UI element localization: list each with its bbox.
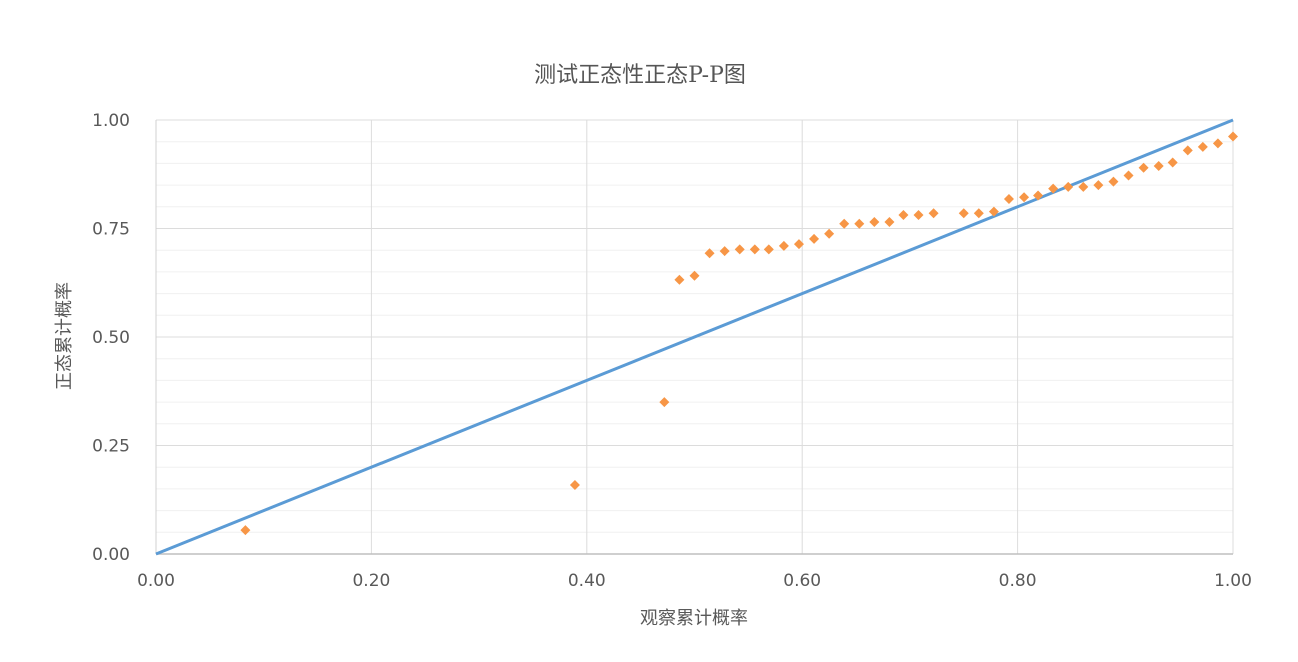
data-point bbox=[1019, 192, 1030, 203]
x-tick-label: 0.60 bbox=[783, 571, 821, 591]
data-point bbox=[749, 244, 760, 255]
data-point bbox=[1033, 190, 1044, 201]
data-point bbox=[1212, 138, 1223, 149]
y-tick-label: 0.75 bbox=[92, 220, 130, 240]
y-tick-label: 0.00 bbox=[92, 545, 130, 565]
y-axis-ticks: 0.00 0.25 0.50 0.75 1.00 bbox=[92, 111, 130, 565]
data-point bbox=[973, 208, 984, 219]
data-point bbox=[1123, 170, 1134, 181]
data-point bbox=[854, 218, 865, 229]
data-point bbox=[719, 246, 730, 257]
y-tick-label: 1.00 bbox=[92, 111, 130, 131]
x-axis-title: 观察累计概率 bbox=[640, 608, 748, 629]
data-point bbox=[958, 208, 969, 219]
x-axis-ticks: 0.00 0.20 0.40 0.60 0.80 1.00 bbox=[137, 571, 1252, 591]
data-point bbox=[778, 240, 789, 251]
x-tick-label: 0.20 bbox=[352, 571, 390, 591]
data-point bbox=[1108, 176, 1119, 187]
data-point bbox=[869, 216, 880, 227]
data-point bbox=[1093, 180, 1104, 191]
data-point bbox=[1197, 141, 1208, 152]
x-tick-label: 1.00 bbox=[1214, 571, 1252, 591]
data-point bbox=[763, 244, 774, 255]
data-point bbox=[884, 216, 895, 227]
data-point bbox=[988, 206, 999, 217]
data-point bbox=[1078, 181, 1089, 192]
data-point bbox=[674, 274, 685, 285]
data-point bbox=[689, 270, 700, 281]
data-point bbox=[913, 210, 924, 221]
data-point bbox=[1003, 193, 1014, 204]
data-point bbox=[240, 525, 251, 536]
x-tick-label: 0.80 bbox=[999, 571, 1037, 591]
data-point bbox=[1153, 161, 1164, 172]
data-point bbox=[898, 210, 909, 221]
data-point bbox=[928, 208, 939, 219]
x-tick-label: 0.00 bbox=[137, 571, 175, 591]
data-point bbox=[824, 228, 835, 239]
data-point bbox=[734, 244, 745, 255]
data-point bbox=[704, 248, 715, 259]
data-point bbox=[839, 218, 850, 229]
data-point bbox=[1063, 181, 1074, 192]
x-tick-label: 0.40 bbox=[568, 571, 606, 591]
data-point bbox=[809, 233, 820, 244]
y-tick-label: 0.25 bbox=[92, 437, 130, 457]
data-point bbox=[793, 239, 804, 250]
data-point bbox=[1167, 157, 1178, 168]
axes bbox=[155, 120, 1233, 555]
chart-title: 测试正态性正态P-P图 bbox=[534, 63, 746, 88]
data-point bbox=[1228, 131, 1238, 142]
data-point bbox=[1138, 162, 1149, 173]
data-point bbox=[569, 479, 580, 490]
y-axis-title: 正态累计概率 bbox=[54, 282, 75, 390]
y-tick-label: 0.50 bbox=[92, 328, 130, 348]
data-point bbox=[659, 397, 670, 408]
data-points bbox=[240, 131, 1238, 536]
data-point bbox=[1182, 145, 1193, 156]
data-point bbox=[1048, 183, 1059, 194]
